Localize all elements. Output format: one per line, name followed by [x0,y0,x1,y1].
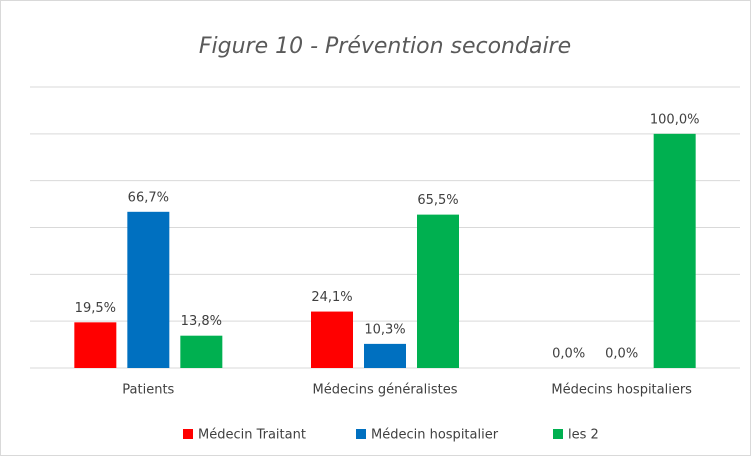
x-tick-label: Médecins hospitaliers [551,383,692,398]
data-label: 100,0% [650,112,700,127]
bar [653,133,696,368]
legend-label: Médecin Traitant [198,428,306,443]
bar [364,343,406,368]
bar [74,322,117,368]
bar [127,211,170,368]
bar [180,335,223,368]
bar [417,214,459,368]
data-label: 24,1% [311,290,352,305]
data-label: 65,5% [417,193,458,208]
chart-title: Figure 10 - Prévention secondaire [199,34,571,59]
data-label: 13,8% [181,314,222,329]
legend-label: Médecin hospitalier [371,428,499,443]
x-tick-label: Patients [122,383,174,398]
data-label: 10,3% [364,322,405,337]
legend-swatch [183,429,193,439]
data-label: 66,7% [128,190,169,205]
legend-swatch [356,429,366,439]
legend-swatch [553,429,563,439]
data-label: 19,5% [75,301,116,316]
bar [311,311,353,368]
data-label: 0,0% [552,347,585,362]
x-tick-label: Médecins généralistes [312,383,457,398]
data-label: 0,0% [605,347,638,362]
legend-label: les 2 [568,428,599,443]
